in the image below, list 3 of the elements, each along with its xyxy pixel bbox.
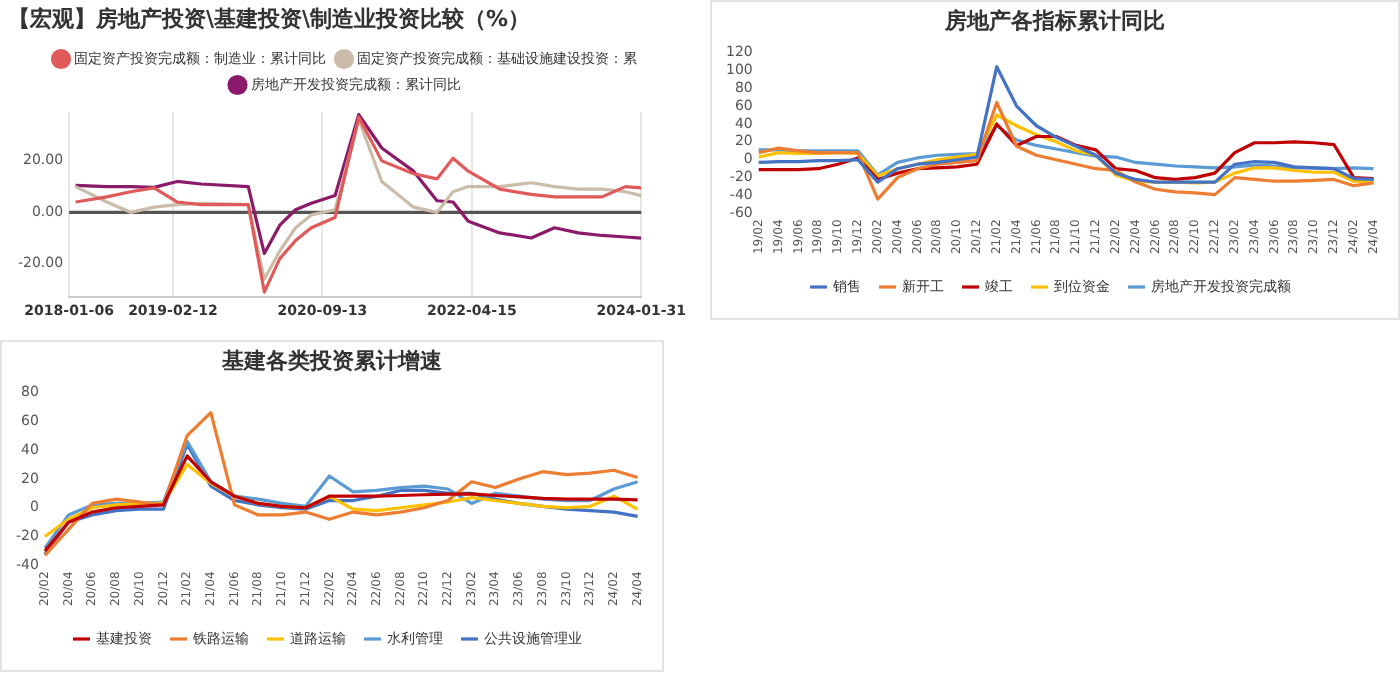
chart-title: 房地产各指标累计同比: [943, 6, 1167, 38]
chart-title: 【宏观】房地产投资\基建投资\制造业投资比较（%）: [8, 4, 533, 36]
chart-title: 基建各类投资累计增速: [220, 346, 444, 378]
